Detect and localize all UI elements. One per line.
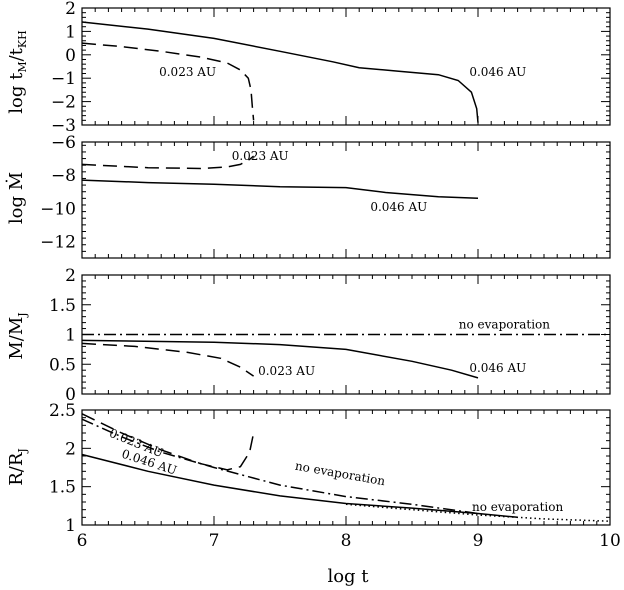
y-tick-label: 1.5 [49, 296, 76, 316]
y-tick-label: 2 [65, 266, 76, 286]
series-line [81, 179, 479, 200]
x-tick-label: 10 [599, 531, 621, 551]
annotation-label: 0.046 AU [469, 361, 526, 375]
series-line [81, 418, 479, 515]
annotation-label: no evaporation [459, 318, 550, 332]
series-line [81, 339, 479, 379]
series-line [345, 503, 611, 522]
series-line [81, 413, 255, 471]
series-line [81, 453, 518, 519]
annotation-label: 0.023 AU [232, 149, 289, 163]
y-tick-label: −2 [51, 93, 76, 113]
annotation-label: 0.046 AU [469, 65, 526, 79]
panel-frame [81, 141, 611, 259]
series-line [81, 21, 479, 123]
y-tick-label: 1 [65, 22, 76, 42]
x-tick-label: 8 [341, 531, 352, 551]
y-tick-label: −3 [51, 116, 76, 136]
y-tick-label: 2 [65, 0, 76, 19]
y-tick-label: −6 [51, 133, 76, 153]
y-axis-labels: log tM/tKH log Ṁ M/MJ R/RJ [4, 30, 29, 486]
ylabel-mass: M/MJ [6, 312, 29, 359]
ylabel-radius: R/RJ [6, 448, 29, 486]
annotation-label: no evaporation [294, 459, 387, 489]
xlabel-log-t: log t [327, 566, 369, 587]
x-tick-label: 9 [473, 531, 484, 551]
annotation-label: 0.046 AU [370, 200, 427, 214]
panel-radius: 11.522.56 7 8 9 100.023 AU0.046 AU no evapora… [49, 401, 621, 551]
y-tick-label: −12 [40, 232, 76, 252]
y-tick-label: 1 [65, 326, 76, 346]
annotation-label: 0.023 AU [258, 364, 315, 378]
ylabel-mass-loss-rate: log Ṁ [4, 172, 27, 224]
y-tick-label: 2 [65, 439, 76, 459]
panel-mass: 0 0.5 1 1.5 2 no evaporation 0.023 AU 0.046 AU [49, 266, 611, 405]
x-tick-label: 7 [209, 531, 220, 551]
series-line [81, 42, 255, 121]
y-tick-label: 0 [65, 385, 76, 405]
x-tick-label: 6 [77, 531, 88, 551]
y-tick-label: 1.5 [49, 478, 76, 498]
y-tick-label: 0 [65, 46, 76, 66]
series-line [81, 342, 255, 377]
y-tick-label: 2.5 [49, 401, 76, 421]
y-tick-label: 1 [65, 516, 76, 536]
y-tick-label: 0.5 [49, 355, 76, 375]
panel-mass-loss-rate: −12 −10 −8 −6 0.023 AU 0.046 AU [40, 133, 611, 259]
panel-tm-tkh: −3 −2 −1 0 1 2 0.023 AU 0.046 AU [51, 0, 611, 136]
y-tick-label: −8 [51, 166, 76, 186]
y-tick-label: −10 [40, 199, 76, 219]
y-tick-label: −1 [51, 69, 76, 89]
ylabel-tm-tkh: log tM/tKH [6, 30, 29, 113]
annotation-label: 0.023 AU [159, 65, 216, 79]
series-line [81, 155, 255, 170]
annotation-label: no evaporation [472, 500, 563, 514]
